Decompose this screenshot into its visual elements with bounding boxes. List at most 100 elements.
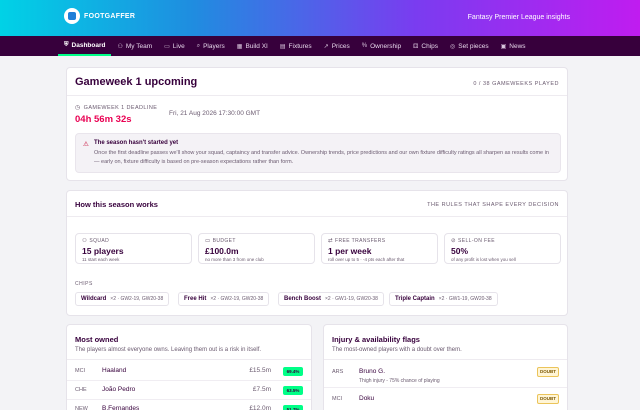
stat-label: ⇄ FREE TRANSFERS [328, 238, 386, 244]
nav-item-ownership[interactable]: % Ownership [356, 36, 407, 56]
chip-detail: ×2 · GW1-19, GW20-38 [325, 296, 378, 302]
deadline-countdown: 04h 56m 32s [75, 114, 132, 125]
stat-label: ▭ BUDGET [205, 238, 236, 244]
team-code: CHE [75, 387, 87, 393]
chip-wildcard[interactable]: Wildcard ×2 · GW2-19, GW20-38 [75, 292, 170, 306]
nav-item-my-team[interactable]: ⚇ My Team [111, 36, 158, 56]
stat-label: ⚇ SQUAD [82, 238, 109, 244]
injury-note: Thigh injury - 75% chance of playing [359, 378, 440, 384]
logo[interactable]: FOOTGAFFER [64, 8, 135, 24]
player-name[interactable]: B.Fernandes [102, 405, 140, 410]
section-caption: THE RULES THAT SHAPE EVERY DECISION [427, 202, 559, 208]
nav-item-label: My Team [125, 42, 153, 50]
target-icon: ◎ [450, 43, 456, 50]
nav-item-label: Chips [421, 42, 439, 50]
deadline-date: Fri, 21 Aug 2026 17:30:00 GMT [169, 110, 261, 117]
chip-bench-boost[interactable]: Bench Boost ×2 · GW1-19, GW20-38 [278, 292, 384, 306]
how-season-works-card: How this season works THE RULES THAT SHA… [66, 190, 568, 316]
stat-note: 11 start each week [82, 257, 120, 262]
section-subtitle: The most-owned players with a doubt over… [332, 347, 462, 353]
section-subtitle: The players almost everyone owns. Leavin… [75, 347, 262, 353]
gameweek-card: Gameweek 1 upcoming 0 / 38 GAMEWEEKS PLA… [66, 67, 568, 181]
squad-icon: ⚇ [82, 238, 88, 244]
divider [324, 359, 567, 360]
nav-item-label: Fixtures [288, 42, 312, 50]
nav-item-label: Dashboard [71, 41, 106, 49]
deadline-label-text: GAMEWEEK 1 DEADLINE [83, 104, 158, 111]
player-name[interactable]: Doku [359, 395, 375, 402]
clock-icon: ◷ [75, 105, 81, 111]
ownership-badge: 69.4% [283, 367, 303, 376]
chip-name: Bench Boost [284, 296, 322, 302]
nav-item-label: Build XI [245, 42, 268, 50]
stat-note: no more than 3 from one club [205, 257, 264, 262]
section-title: Most owned [75, 335, 119, 344]
calendar-icon: ▤ [279, 43, 286, 50]
stat-note: roll over up to 5 · -4 pts each after th… [328, 257, 405, 262]
chip-free-hit[interactable]: Free Hit ×2 · GW2-19, GW20-38 [178, 292, 270, 306]
nav-item-prices[interactable]: ↗ Prices [318, 36, 356, 56]
logo-icon [64, 8, 80, 24]
player-price: £7.5m [252, 386, 271, 393]
percent-icon: % [361, 43, 368, 49]
table-row[interactable]: MCI Haaland £15.5m 69.4% [67, 363, 311, 381]
nav-item-news[interactable]: ▣ News [495, 36, 532, 56]
table-row[interactable]: MCI Doku DOUBT [324, 389, 567, 410]
chip-name: Wildcard [81, 296, 107, 302]
chip-detail: ×2 · GW2-19, GW20-38 [110, 296, 164, 302]
nav-item-fixtures[interactable]: ▤ Fixtures [274, 36, 318, 56]
nav-item-live[interactable]: ▭ Live [158, 36, 191, 56]
nav-item-set-pieces[interactable]: ◎ Set pieces [444, 36, 495, 56]
main-nav: ⛨ Dashboard ⚇ My Team ▭ Live ⌕ Players ▦ Build XI… [0, 36, 640, 56]
divider [67, 359, 311, 360]
player-name[interactable]: Bruno G. [359, 368, 386, 375]
nav-item-players[interactable]: ⌕ Players [191, 36, 231, 56]
stat-value: 50% [451, 246, 469, 256]
chip-triple-captain[interactable]: Triple Captain ×2 · GW1-19, GW20-38 [389, 292, 498, 306]
injury-flags-card: Injury & availability flags The most-own… [323, 324, 568, 410]
page-title: Gameweek 1 upcoming [75, 76, 198, 88]
stat-label-text: SELL-ON FEE [458, 238, 495, 244]
team-code: MCI [332, 396, 343, 402]
nav-item-build-xi[interactable]: ▦ Build XI [231, 36, 274, 56]
chip-detail: ×2 · GW1-19, GW20-38 [438, 296, 492, 302]
logo-text: FOOTGAFFER [84, 12, 136, 20]
table-row[interactable]: CHE João Pedro £7.5m 63.5% [67, 382, 311, 400]
nav-item-label: Prices [331, 42, 350, 50]
ownership-badge: 63.5% [283, 386, 303, 395]
chip-detail: ×2 · GW2-19, GW20-38 [210, 296, 264, 302]
table-row[interactable]: NEW B.Fernandes £12.0m 51.7% [67, 401, 311, 410]
stat-value: £100.0m [205, 246, 239, 256]
deadline-label: ◷ GAMEWEEK 1 DEADLINE [75, 104, 158, 112]
table-row[interactable]: ARS Bruno G. Thigh injury - 75% chance of … [324, 362, 567, 388]
stat-label: ⊘ SELL-ON FEE [451, 238, 495, 244]
budget-icon: ▭ [205, 238, 211, 244]
status-badge: DOUBT [537, 394, 559, 404]
nav-item-label: Live [172, 42, 185, 50]
season-notice: ⚠ The season hasn't started yet Once the… [75, 133, 561, 173]
player-price: £12.0m [249, 405, 271, 410]
player-name[interactable]: Haaland [102, 367, 127, 374]
build-icon: ▦ [236, 43, 243, 50]
ownership-badge: 51.7% [283, 405, 303, 410]
nav-item-label: Ownership [370, 42, 402, 50]
stat-free-transfers: ⇄ FREE TRANSFERS 1 per week roll over up to… [321, 233, 438, 264]
stat-squad: ⚇ SQUAD 15 players 11 start each week [75, 233, 192, 264]
nav-item-dashboard[interactable]: ⛨ Dashboard [58, 36, 112, 56]
notice-title: The season hasn't started yet [94, 140, 179, 146]
nav-item-label: Players [203, 42, 225, 50]
divider [67, 216, 567, 217]
nav-item-chips[interactable]: ⚃ Chips [407, 36, 444, 56]
stat-label-text: FREE TRANSFERS [335, 238, 386, 244]
top-banner: FOOTGAFFER Fantasy Premier League insigh… [0, 0, 640, 36]
search-icon: ⌕ [196, 42, 201, 49]
section-title: Injury & availability flags [332, 335, 420, 344]
chips-label: CHIPS [75, 281, 93, 287]
player-name[interactable]: João Pedro [102, 386, 136, 393]
team-code: MCI [75, 368, 86, 374]
news-icon: ▣ [500, 43, 507, 50]
nav-item-label: News [509, 42, 526, 50]
transfer-icon: ⇄ [328, 238, 334, 244]
tagline: Fantasy Premier League insights [467, 14, 570, 21]
stat-label-text: SQUAD [89, 238, 110, 244]
